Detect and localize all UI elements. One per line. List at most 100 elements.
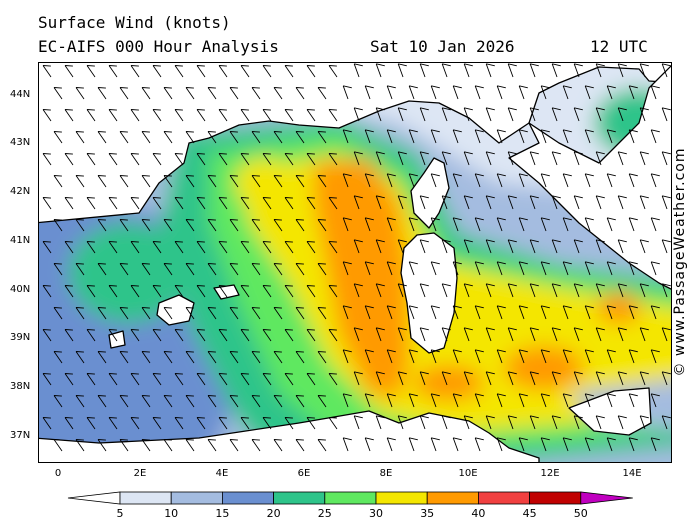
wind-barb [152,197,162,210]
wind-barb [273,351,283,364]
menorca-island [213,284,240,300]
wind-barb [353,63,363,78]
wind-barb [251,175,261,188]
wind-barb [163,87,173,100]
wind-barb [639,151,649,166]
wind-barb [650,437,660,452]
wind-barb [606,129,616,144]
wind-barb [64,109,74,122]
wind-barb [42,241,52,254]
wind-barb [474,129,484,144]
wind-barb [408,85,418,100]
wind-barb [262,241,272,254]
wind-barb [628,85,638,100]
wind-barb [419,371,429,386]
wind-barb [251,395,261,408]
wind-barb [617,283,627,298]
wind-barb [661,415,671,430]
wind-barb [97,395,107,408]
wind-barb [42,417,52,430]
wind-barb [42,109,52,122]
wind-barb [240,197,250,210]
wind-barb [353,151,363,166]
wind-barb [207,131,217,144]
wind-barb [628,349,638,364]
wind-barb [218,241,228,254]
wind-barb [419,151,429,166]
wind-barb [317,307,327,320]
wind-barb [42,197,52,210]
wind-barb [463,63,473,78]
wind-barb [584,305,594,320]
wind-barb [540,393,550,408]
wind-barb [141,131,151,144]
wind-barb [342,437,352,452]
wind-barb [650,85,660,100]
wind-barb [595,415,605,430]
wind-barb [529,327,539,342]
wind-barb [328,153,338,166]
wind-barb [529,151,539,166]
wind-barb [540,305,550,320]
wind-barb [474,261,484,276]
colorbar-label: 45 [522,507,537,520]
wind-barb [606,437,616,452]
wind-barb [284,329,294,342]
wind-barb [573,371,583,386]
wind-barb [185,395,195,408]
wind-barb [463,283,473,298]
wind-barb [342,173,352,188]
wind-barb [463,107,473,122]
colorbar-label: 5 [116,507,124,520]
colorbar-segment [170,491,223,505]
wind-barb [86,373,96,386]
wind-barb [218,329,228,342]
wind-barb [342,217,352,232]
wind-map [38,62,672,463]
wind-barb [141,175,151,188]
wind-barb [386,437,396,452]
wind-barb [529,239,539,254]
wind-barb [386,129,396,144]
wind-barb [551,107,561,122]
model-run-label: EC-AIFS 000 Hour Analysis [38,37,279,56]
wind-barb [262,197,272,210]
wind-barb [628,217,638,232]
wind-barb [529,283,539,298]
wind-barb [419,415,429,430]
wind-barb [452,437,462,452]
wind-barb [529,371,539,386]
wind-barb [75,395,85,408]
wind-barb [185,307,195,320]
wind-barb [342,85,352,100]
wind-barb [53,263,63,276]
wind-barb [617,371,627,386]
wind-barb [53,87,63,100]
wind-barb [474,217,484,232]
wind-barb [441,107,451,122]
credit-text: © www.PassageWeather.com [672,147,688,377]
wind-barb [353,283,363,298]
wind-barb [397,151,407,166]
wind-barb [496,129,506,144]
wind-barb [284,373,294,386]
wind-barb [317,87,327,100]
wind-barb [650,217,660,232]
wind-barb [284,241,294,254]
wind-barb [152,417,162,430]
wind-barb [573,195,583,210]
wind-barb [108,65,118,78]
wind-barb [119,307,129,320]
wind-barb [375,371,385,386]
wind-barb [185,439,195,452]
wind-barb [108,109,118,122]
colorbar-label: 40 [471,507,486,520]
wind-barb [485,195,495,210]
wind-barb [518,305,528,320]
wind-barb [474,173,484,188]
wind-barb [496,173,506,188]
wind-barb [540,85,550,100]
wind-barb [562,305,572,320]
wind-barb [64,373,74,386]
wind-barb [573,283,583,298]
